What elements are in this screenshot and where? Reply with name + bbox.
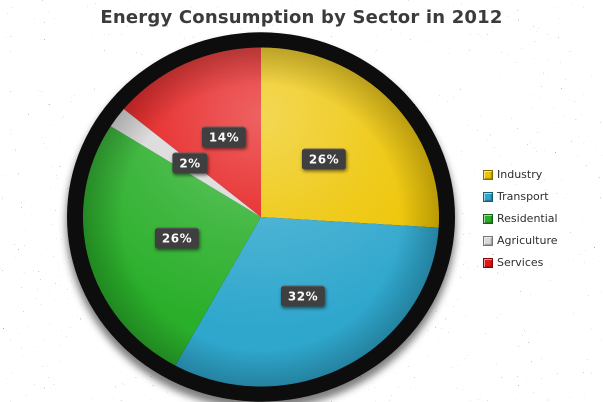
- slice-label-transport: 32%: [280, 285, 326, 307]
- legend-item-industry: Industry: [483, 169, 558, 180]
- legend-swatch-industry: [483, 169, 493, 180]
- legend-item-services: Services: [483, 257, 558, 268]
- legend-item-transport: Transport: [483, 191, 558, 202]
- pie-edge-vignette: [83, 47, 439, 387]
- legend-swatch-transport: [483, 191, 493, 202]
- legend: Industry Transport Residential Agricultu…: [483, 169, 558, 279]
- legend-label-services: Services: [497, 256, 544, 269]
- legend-item-agriculture: Agriculture: [483, 235, 558, 246]
- chart-title: Energy Consumption by Sector in 2012: [100, 7, 503, 28]
- slice-label-residential: 26%: [154, 227, 200, 249]
- slice-label-agriculture: 2%: [172, 152, 208, 174]
- legend-swatch-residential: [483, 213, 493, 224]
- legend-label-industry: Industry: [497, 168, 543, 181]
- legend-label-agriculture: Agriculture: [497, 234, 558, 247]
- legend-item-residential: Residential: [483, 213, 558, 224]
- legend-swatch-services: [483, 257, 493, 268]
- legend-label-transport: Transport: [497, 190, 549, 203]
- slice-label-services: 14%: [201, 126, 247, 148]
- legend-label-residential: Residential: [497, 212, 558, 225]
- slice-label-industry: 26%: [301, 148, 347, 170]
- legend-swatch-agriculture: [483, 235, 493, 246]
